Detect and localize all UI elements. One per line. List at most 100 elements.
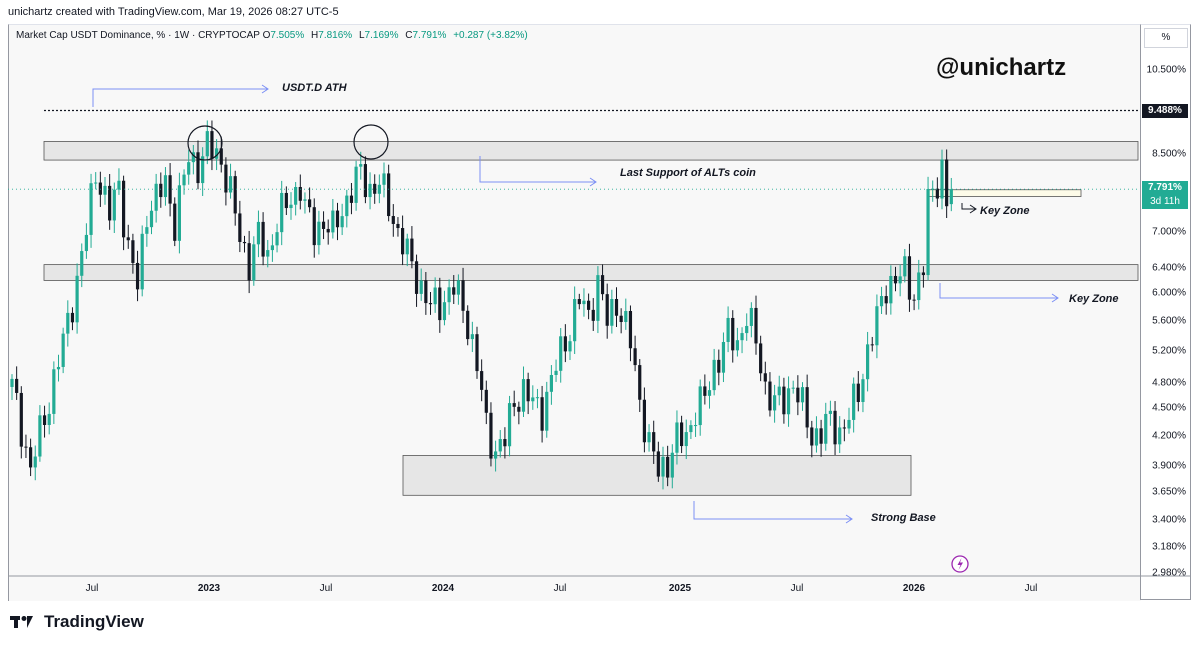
candle-body[interactable] [354,166,358,203]
candle-body[interactable] [191,152,195,163]
candle-body[interactable] [252,244,256,281]
candle-body[interactable] [433,287,437,305]
candle-body[interactable] [228,176,233,193]
candle-body[interactable] [680,422,684,447]
candle-body[interactable] [410,238,414,262]
candle-body[interactable] [926,189,930,276]
candle-body[interactable] [233,176,237,214]
candle-body[interactable] [568,341,572,352]
candle-body[interactable] [624,310,628,323]
candle-body[interactable] [414,261,419,294]
candle-body[interactable] [773,395,777,411]
candle-body[interactable] [396,223,400,229]
candle-body[interactable] [42,415,47,425]
candle-body[interactable] [210,131,214,159]
candle-body[interactable] [731,317,735,351]
candle-body[interactable] [126,237,130,241]
candle-body[interactable] [689,425,693,433]
candle-body[interactable] [698,386,702,426]
candle-body[interactable] [359,164,363,167]
candle-body[interactable] [614,298,619,316]
candle-body[interactable] [521,379,526,412]
candle-body[interactable] [289,204,293,209]
candle-body[interactable] [587,300,591,310]
candle-body[interactable] [80,251,84,276]
candle-body[interactable] [870,344,874,346]
candle-body[interactable] [38,415,42,457]
candle-body[interactable] [889,275,893,304]
candle-body[interactable] [112,189,116,221]
candle-body[interactable] [401,228,405,255]
candle-body[interactable] [638,365,642,400]
candle-body[interactable] [122,180,126,238]
candle-body[interactable] [294,186,298,205]
candle-body[interactable] [424,280,428,304]
candle-body[interactable] [596,275,600,321]
candle-body[interactable] [159,183,163,198]
candle-body[interactable] [554,370,558,375]
candle-body[interactable] [647,432,651,443]
candle-body[interactable] [438,287,442,321]
candle-body[interactable] [507,403,512,447]
candle-body[interactable] [140,233,144,290]
candle-body[interactable] [503,439,507,447]
candle-body[interactable] [284,192,288,209]
candle-body[interactable] [317,221,321,246]
candle-body[interactable] [531,397,535,402]
candle-body[interactable] [563,336,567,352]
candle-body[interactable] [847,419,851,429]
candle-body[interactable] [131,240,135,263]
candle-body[interactable] [66,312,70,334]
candle-body[interactable] [721,341,726,373]
candle-body[interactable] [94,182,98,184]
candle-body[interactable] [331,210,335,233]
candle-body[interactable] [419,280,423,294]
candle-body[interactable] [182,174,186,186]
candle-body[interactable] [19,392,23,447]
candle-body[interactable] [675,422,679,453]
candle-body[interactable] [266,250,270,257]
candle-body[interactable] [517,406,521,412]
candle-body[interactable] [921,272,925,276]
candle-body[interactable] [187,162,191,175]
candle-body[interactable] [303,199,307,201]
candle-body[interactable] [735,340,739,351]
candle-body[interactable] [168,175,172,204]
candle-body[interactable] [861,379,865,403]
candle-body[interactable] [452,287,456,295]
candle-body[interactable] [810,427,814,446]
candle-body[interactable] [842,427,846,429]
candle-body[interactable] [745,325,749,334]
candle-body[interactable] [47,413,51,425]
candle-body[interactable] [712,359,716,391]
tradingview-logo[interactable]: TradingView [10,612,144,632]
candle-body[interactable] [949,189,953,205]
candle-body[interactable] [242,241,247,244]
candle-body[interactable] [763,373,767,382]
candle-body[interactable] [610,298,614,326]
candle-body[interactable] [903,256,907,277]
candle-body[interactable] [559,336,563,371]
candle-body[interactable] [582,300,586,305]
candle-body[interactable] [382,173,386,185]
candle-body[interactable] [540,397,544,431]
candle-body[interactable] [749,307,753,326]
candle-body[interactable] [256,221,261,245]
candle-body[interactable] [740,333,744,341]
candle-body[interactable] [768,381,772,411]
candle-body[interactable] [363,164,367,198]
candle-body[interactable] [693,425,698,427]
candle-body[interactable] [494,451,498,459]
candle-body[interactable] [461,280,465,311]
candle-body[interactable] [782,386,786,415]
candle-body[interactable] [321,221,326,229]
candle-body[interactable] [270,245,274,251]
candle-body[interactable] [935,188,939,199]
candle-body[interactable] [475,334,479,372]
candle-body[interactable] [754,307,758,344]
candle-body[interactable] [652,432,656,452]
candle-body[interactable] [428,303,433,305]
candle-body[interactable] [917,272,921,301]
candle-body[interactable] [856,383,860,403]
candle-body[interactable] [800,387,805,403]
